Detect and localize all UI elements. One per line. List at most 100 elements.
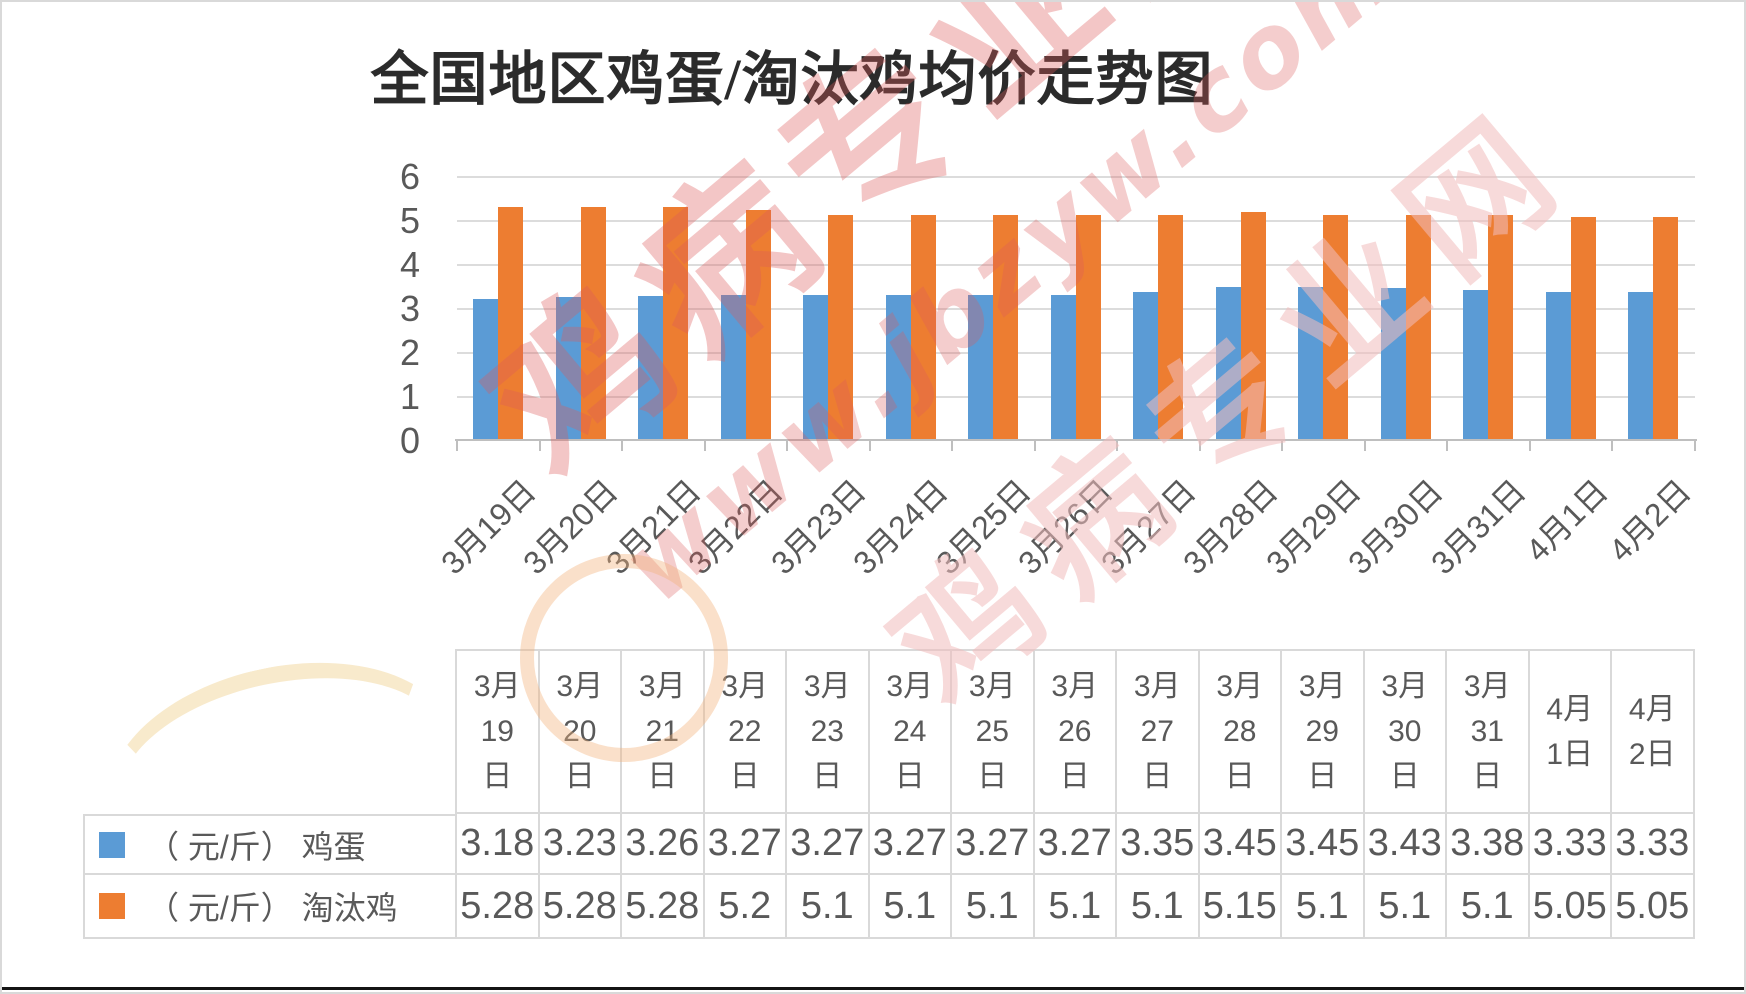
x-tick-mark bbox=[703, 441, 706, 451]
bar-egg-3月27日 bbox=[1133, 291, 1159, 439]
table-value-egg-4月2日: 3.33 bbox=[1612, 814, 1695, 875]
y-tick-label-1: 1 bbox=[399, 376, 420, 417]
table-value-egg-3月25日: 3.27 bbox=[952, 814, 1035, 875]
bar-egg-4月2日 bbox=[1628, 292, 1654, 439]
table-value-egg-3月31日: 3.38 bbox=[1447, 814, 1530, 875]
y-tick-label-4: 4 bbox=[399, 244, 420, 285]
table-value-egg-3月22日: 3.27 bbox=[704, 814, 787, 875]
table-header-3月24日: 3月 24 日 bbox=[869, 649, 952, 814]
table-value-culled-chicken-3月29日: 5.1 bbox=[1282, 875, 1365, 939]
bar-culled-chicken-3月30日 bbox=[1405, 214, 1431, 439]
bar-culled-chicken-3月26日 bbox=[1075, 214, 1101, 439]
table-header-4月1日: 4月 1日 bbox=[1529, 649, 1612, 814]
table-header-3月28日: 3月 28 日 bbox=[1199, 649, 1282, 814]
table-value-egg-3月30日: 3.43 bbox=[1364, 814, 1447, 875]
bar-culled-chicken-3月22日 bbox=[745, 210, 771, 439]
table-header-3月29日: 3月 29 日 bbox=[1282, 649, 1365, 814]
table-value-culled-chicken-3月26日: 5.1 bbox=[1034, 875, 1117, 939]
x-tick-label-4月2日: 4月2日 bbox=[1601, 472, 1698, 569]
bar-egg-3月28日 bbox=[1215, 287, 1241, 439]
bar-culled-chicken-3月19日 bbox=[498, 206, 524, 439]
y-tick-label-6: 6 bbox=[399, 156, 420, 197]
data-table: 3月 19 日 3月 20 日 3月 21 日 3月 22 日 3月 23 日 3月 24… bbox=[83, 649, 1695, 939]
table-value-culled-chicken-3月21日: 5.28 bbox=[622, 875, 705, 939]
table-value-egg-3月29日: 3.45 bbox=[1282, 814, 1365, 875]
x-axis-line bbox=[455, 439, 1697, 441]
legend-label-culled-chicken: （ 元/斤） 淘汰鸡 bbox=[147, 890, 398, 926]
table-value-egg-3月24日: 3.27 bbox=[869, 814, 952, 875]
x-tick-mark bbox=[456, 441, 458, 451]
bar-culled-chicken-3月27日 bbox=[1158, 214, 1184, 439]
y-tick-label-2: 2 bbox=[399, 332, 420, 373]
chart-title: 全国地区鸡蛋/淘汰鸡均价走势图 bbox=[370, 47, 1214, 112]
table-value-egg-3月19日: 3.18 bbox=[457, 814, 540, 875]
table-value-culled-chicken-3月19日: 5.28 bbox=[457, 875, 540, 939]
table-header-3月23日: 3月 23 日 bbox=[787, 649, 870, 814]
x-axis-labels: 3月19日 3月20日 3月21日 3月22日 3月23日 3月24日 3月25日 3月26日… bbox=[434, 453, 1697, 603]
x-tick-label-4月1日: 4月1日 bbox=[1519, 472, 1615, 569]
bar-egg-3月29日 bbox=[1298, 287, 1324, 439]
bar-egg-3月30日 bbox=[1380, 288, 1406, 439]
legend-swatch-egg bbox=[99, 831, 125, 858]
table-header-3月26日: 3月 26 日 bbox=[1034, 649, 1117, 814]
y-tick-label-0: 0 bbox=[399, 420, 420, 461]
x-tick-mark bbox=[1281, 441, 1283, 451]
bar-culled-chicken-4月1日 bbox=[1570, 216, 1596, 439]
bar-culled-chicken-3月21日 bbox=[663, 206, 689, 439]
y-tick-label-3: 3 bbox=[399, 288, 420, 329]
x-tick-mark bbox=[1116, 441, 1118, 451]
x-tick-mark bbox=[1198, 441, 1201, 451]
table-value-egg-4月1日: 3.33 bbox=[1529, 814, 1612, 875]
x-tick-mark bbox=[1446, 441, 1448, 451]
bar-culled-chicken-3月28日 bbox=[1240, 212, 1266, 439]
x-tick-mark bbox=[1694, 441, 1696, 451]
table-value-culled-chicken-3月30日: 5.1 bbox=[1364, 875, 1447, 939]
legend-label-egg: （ 元/斤） 鸡蛋 bbox=[147, 828, 366, 865]
table-corner-blank bbox=[83, 649, 457, 814]
gridline-6 bbox=[457, 176, 1695, 178]
x-tick-mark bbox=[1528, 441, 1531, 451]
x-tick-mark bbox=[621, 441, 623, 451]
bar-culled-chicken-3月24日 bbox=[910, 214, 936, 439]
bar-egg-3月19日 bbox=[473, 299, 499, 439]
bar-culled-chicken-3月25日 bbox=[993, 214, 1019, 439]
table-header-3月30日: 3月 30 日 bbox=[1364, 649, 1447, 814]
table-value-culled-chicken-3月28日: 5.15 bbox=[1199, 875, 1282, 939]
table-header-3月21日: 3月 21 日 bbox=[622, 649, 705, 814]
bar-egg-3月24日 bbox=[885, 295, 911, 439]
table-value-culled-chicken-4月1日: 5.05 bbox=[1529, 875, 1612, 939]
table-value-egg-3月20日: 3.23 bbox=[539, 814, 622, 875]
bottom-border-rule bbox=[2, 987, 1744, 990]
table-header-3月20日: 3月 20 日 bbox=[539, 649, 622, 814]
x-tick-mark bbox=[1611, 441, 1613, 451]
bar-culled-chicken-3月20日 bbox=[580, 206, 606, 439]
x-tick-mark bbox=[868, 441, 871, 451]
table-header-3月22日: 3月 22 日 bbox=[704, 649, 787, 814]
table-value-culled-chicken-3月24日: 5.1 bbox=[869, 875, 952, 939]
bar-culled-chicken-3月29日 bbox=[1323, 214, 1349, 439]
table-value-egg-3月21日: 3.26 bbox=[622, 814, 705, 875]
legend-cell-culled-chicken: （ 元/斤） 淘汰鸡 bbox=[83, 875, 457, 939]
table-value-egg-3月23日: 3.27 bbox=[787, 814, 870, 875]
bar-culled-chicken-3月23日 bbox=[828, 214, 854, 439]
bar-egg-4月1日 bbox=[1545, 292, 1571, 439]
legend-swatch-culled-chicken bbox=[99, 893, 125, 919]
bar-egg-3月21日 bbox=[638, 295, 664, 439]
table-value-culled-chicken-3月25日: 5.1 bbox=[952, 875, 1035, 939]
x-tick-mark bbox=[538, 441, 541, 451]
bar-culled-chicken-3月31日 bbox=[1488, 214, 1514, 439]
x-tick-mark bbox=[951, 441, 953, 451]
table-header-3月31日: 3月 31 日 bbox=[1447, 649, 1530, 814]
bar-egg-3月31日 bbox=[1463, 290, 1489, 439]
x-tick-mark bbox=[786, 441, 788, 451]
table-value-culled-chicken-3月22日: 5.2 bbox=[704, 875, 787, 939]
table-header-3月25日: 3月 25 日 bbox=[952, 649, 1035, 814]
table-value-egg-3月27日: 3.35 bbox=[1117, 814, 1200, 875]
table-value-culled-chicken-3月31日: 5.1 bbox=[1447, 875, 1530, 939]
legend-cell-egg: （ 元/斤） 鸡蛋 bbox=[83, 814, 457, 875]
table-value-culled-chicken-3月20日: 5.28 bbox=[539, 875, 622, 939]
bar-egg-3月22日 bbox=[720, 295, 746, 439]
table-value-culled-chicken-3月27日: 5.1 bbox=[1117, 875, 1200, 939]
table-header-4月2日: 4月 2日 bbox=[1612, 649, 1695, 814]
